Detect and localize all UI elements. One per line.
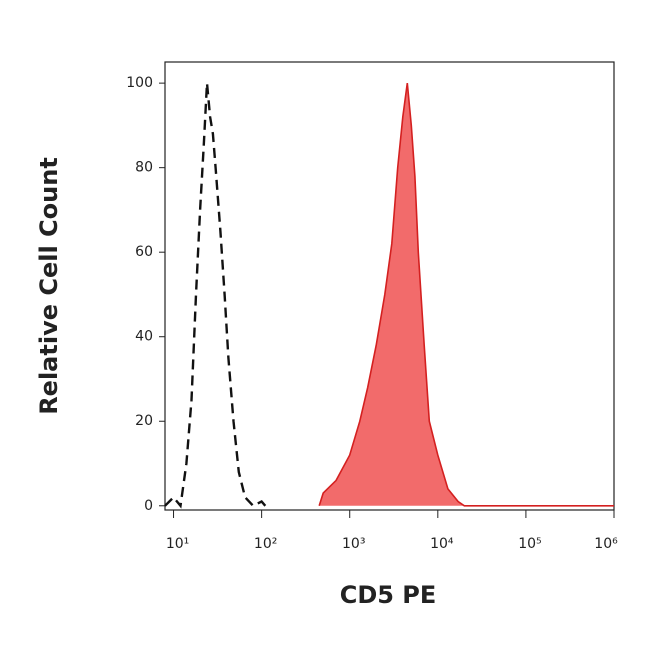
y-tick-label: 100 xyxy=(126,75,153,91)
histogram-line xyxy=(164,82,267,509)
x-tick-label: 10¹ xyxy=(166,536,189,552)
x-tick-label: 10⁶ xyxy=(594,536,618,552)
y-axis-label: Relative Cell Count xyxy=(35,157,63,415)
x-tick-label: 10² xyxy=(254,536,277,552)
x-tick-label: 10⁴ xyxy=(430,536,454,552)
plot-frame xyxy=(164,61,615,511)
y-tick-label: 40 xyxy=(135,329,153,345)
y-tick-label: 60 xyxy=(135,244,153,260)
x-axis-label: CD5 PE xyxy=(340,581,437,609)
y-tick-label: 80 xyxy=(135,160,153,176)
x-tick-label: 10⁵ xyxy=(518,536,541,552)
histogram-line xyxy=(318,82,614,507)
x-tick-label: 10³ xyxy=(342,536,365,552)
y-tick-label: 20 xyxy=(135,413,153,429)
y-tick-label: 0 xyxy=(144,498,153,514)
area xyxy=(319,83,614,506)
